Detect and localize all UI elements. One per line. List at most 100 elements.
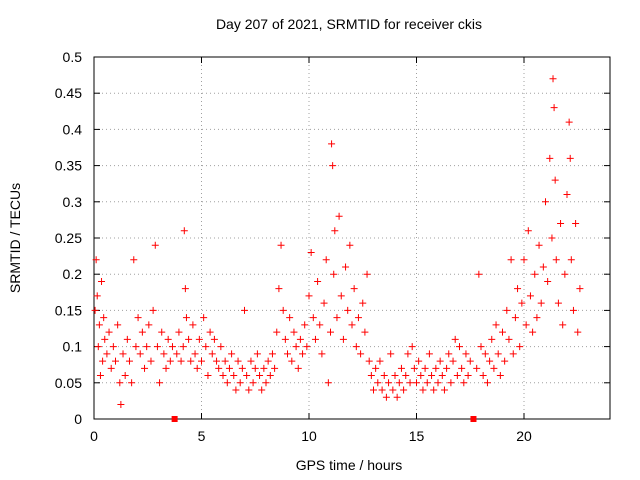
data-point — [438, 372, 446, 380]
data-point — [187, 357, 195, 365]
data-point — [483, 379, 491, 387]
data-point — [365, 357, 373, 365]
data-point — [100, 314, 108, 322]
data-point — [453, 372, 461, 380]
data-point — [479, 372, 487, 380]
data-point — [400, 386, 408, 394]
plot-area-frame — [93, 56, 611, 420]
data-point — [158, 328, 166, 336]
data-point — [464, 372, 472, 380]
data-point — [425, 350, 433, 358]
data-point — [175, 328, 183, 336]
data-point — [415, 357, 423, 365]
data-point — [376, 357, 384, 365]
data-point — [200, 314, 208, 322]
data-point — [370, 386, 377, 394]
data-point — [505, 335, 513, 343]
data-point — [185, 335, 193, 343]
data-point — [539, 263, 547, 271]
data-point — [554, 299, 562, 307]
data-point — [329, 162, 337, 170]
data-point — [258, 386, 266, 394]
data-point — [514, 285, 522, 293]
data-point — [307, 248, 315, 256]
data-point — [91, 306, 99, 314]
data-point — [361, 328, 369, 336]
data-point — [367, 372, 375, 380]
data-point — [219, 372, 227, 380]
data-point — [372, 364, 380, 372]
data-point — [251, 364, 259, 372]
data-point — [522, 321, 530, 329]
data-point — [344, 306, 352, 314]
data-point — [421, 364, 429, 372]
data-point — [180, 227, 188, 235]
data-point — [359, 299, 367, 307]
data-point — [550, 104, 558, 112]
data-point — [208, 350, 216, 358]
data-point — [488, 335, 496, 343]
data-point — [350, 285, 358, 293]
data-point — [466, 357, 474, 365]
data-point — [447, 379, 455, 387]
data-point — [451, 335, 459, 343]
data-point — [202, 343, 210, 351]
data-point — [445, 350, 453, 358]
data-point — [551, 176, 559, 184]
y-tick-label: 0.45 — [55, 85, 82, 101]
data-point — [303, 343, 311, 351]
data-points — [91, 75, 584, 409]
data-point — [182, 314, 190, 322]
data-point — [256, 372, 264, 380]
data-point — [486, 357, 494, 365]
data-point — [305, 292, 313, 300]
data-point — [449, 357, 457, 365]
data-point — [217, 343, 225, 351]
y-tick-label: 0.3 — [63, 194, 83, 210]
data-point — [348, 321, 356, 329]
data-point — [223, 379, 231, 387]
data-point — [354, 314, 362, 322]
data-point — [544, 277, 552, 285]
data-point — [141, 364, 149, 372]
data-point — [352, 343, 360, 351]
data-point — [114, 321, 122, 329]
data-point — [206, 328, 214, 336]
data-point — [268, 350, 276, 358]
data-point — [473, 364, 481, 372]
x-tick-label: 5 — [198, 428, 206, 444]
data-point — [215, 364, 223, 372]
data-point — [130, 256, 138, 264]
data-point — [253, 350, 261, 358]
data-point — [117, 401, 125, 409]
data-point — [195, 335, 203, 343]
data-point — [552, 256, 560, 264]
data-point — [92, 256, 100, 264]
data-point — [279, 306, 287, 314]
data-point — [494, 350, 502, 358]
data-point — [153, 343, 161, 351]
y-tick-label: 0.35 — [55, 158, 82, 174]
data-point — [387, 350, 395, 358]
data-point — [331, 227, 339, 235]
data-point — [477, 343, 485, 351]
data-point — [458, 364, 466, 372]
data-point — [548, 234, 556, 242]
data-point — [572, 220, 580, 228]
data-point — [402, 372, 410, 380]
data-point — [264, 357, 272, 365]
data-point — [501, 357, 509, 365]
data-point — [198, 357, 205, 365]
chart-title: Day 207 of 2021, SRMTID for receiver cki… — [216, 16, 482, 32]
data-point — [134, 314, 142, 322]
data-point — [516, 343, 524, 351]
data-point — [93, 292, 101, 300]
data-point — [342, 263, 350, 271]
gap-marker — [171, 416, 178, 422]
data-point — [419, 386, 427, 394]
data-point — [262, 379, 270, 387]
data-point — [509, 350, 517, 358]
data-point — [318, 350, 326, 358]
data-point — [284, 350, 291, 358]
